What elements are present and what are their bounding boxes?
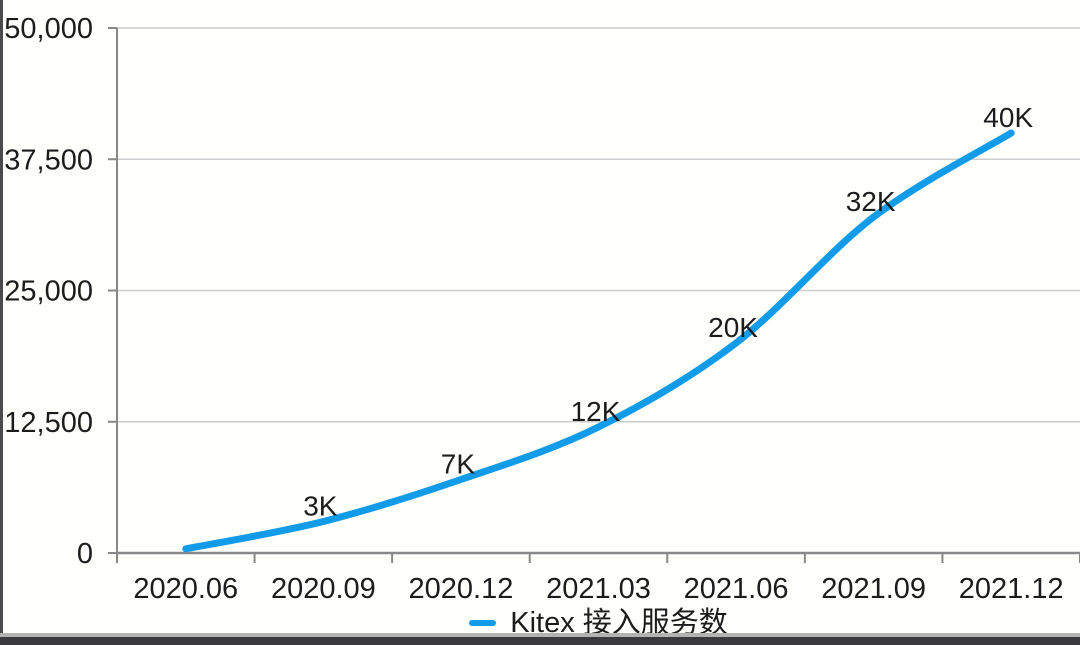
data-point-label: 32K (846, 186, 896, 217)
x-axis-tick-label: 2020.06 (133, 573, 238, 605)
x-axis-tick-label: 2021.12 (959, 573, 1064, 605)
legend-line-marker (469, 620, 497, 626)
y-axis-tick-label: 50,000 (4, 13, 93, 45)
y-axis-tick-label: 25,000 (4, 276, 93, 308)
series-line (182, 129, 1015, 553)
y-axis-tick-label: 37,500 (4, 144, 93, 176)
x-axis-tick-label: 2021.06 (684, 573, 789, 605)
y-axis-tick-label: 12,500 (4, 407, 93, 439)
x-axis-tick-label: 2020.09 (271, 573, 376, 605)
screenshot-left-edge (0, 0, 3, 637)
screenshot-bottom-divider (0, 633, 1080, 637)
data-point-label: 40K (983, 102, 1033, 133)
x-axis-tick-label: 2021.09 (821, 573, 926, 605)
chart-legend: Kitex 接入服务数 (117, 606, 1080, 640)
x-axis-tick-label: 2020.12 (409, 573, 514, 605)
data-point-label: 20K (708, 312, 758, 343)
screenshot-bottom-bar (0, 637, 1080, 645)
data-point-label: 3K (303, 491, 338, 522)
legend-label: Kitex 接入服务数 (510, 606, 728, 639)
data-point-label: 7K (441, 449, 476, 480)
data-point-label: 12K (571, 396, 621, 427)
x-axis-tick-label: 2021.03 (546, 573, 651, 605)
y-axis-tick-label: 0 (77, 538, 93, 570)
